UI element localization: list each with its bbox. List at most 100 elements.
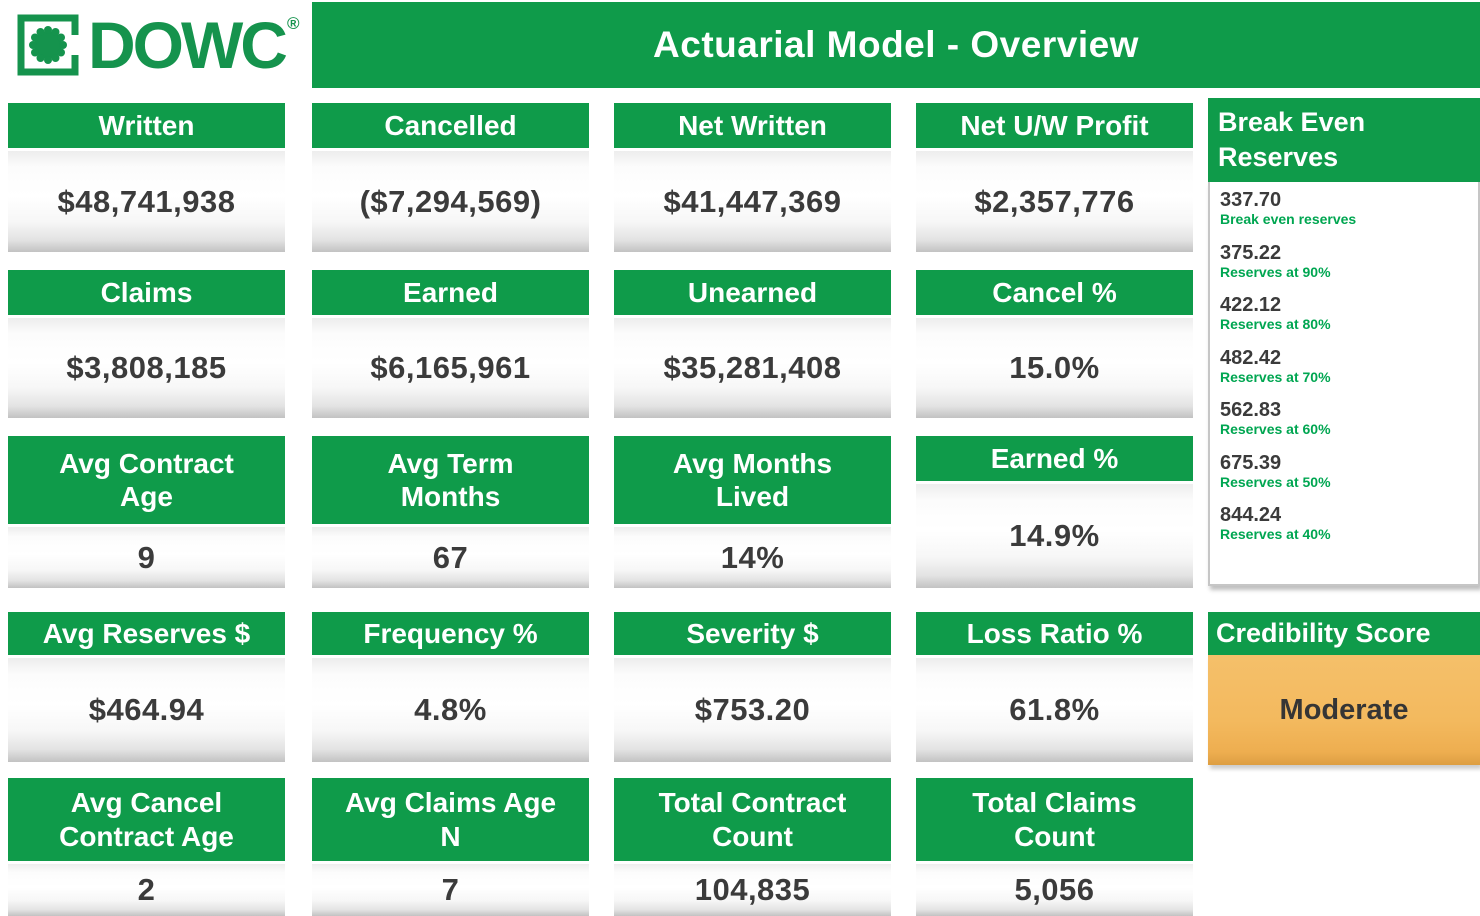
reserve-item: 422.12 Reserves at 80% xyxy=(1220,294,1478,334)
kpi-card-value: 7 xyxy=(441,872,460,907)
kpi-card-net-uw-profit: Net U/W Profit $2,357,776 xyxy=(916,103,1193,252)
kpi-card-total-contract-count: Total Contract Count 104,835 xyxy=(614,778,891,916)
kpi-card-value: 67 xyxy=(432,539,469,575)
kpi-card-label: Avg Claims Age N xyxy=(344,787,557,852)
kpi-card-header: Written xyxy=(8,103,285,148)
kpi-card-label: Total Claims Count xyxy=(972,787,1137,852)
kpi-card-frequency-pct: Frequency % 4.8% xyxy=(312,612,589,762)
kpi-card-avg-term-months: Avg Term Months 67 xyxy=(312,436,589,588)
kpi-card-body: 67 xyxy=(312,524,589,588)
kpi-card-header: Avg Term Months xyxy=(312,436,589,524)
reserve-value: 844.24 xyxy=(1220,504,1282,526)
reserve-label: Reserves at 60% xyxy=(1220,421,1331,437)
kpi-card-avg-claims-age-n: Avg Claims Age N 7 xyxy=(312,778,589,916)
kpi-card-value: ($7,294,569) xyxy=(359,183,542,219)
kpi-card-body: $41,447,369 xyxy=(614,148,891,252)
registered-mark: ® xyxy=(286,14,300,33)
reserve-value: 675.39 xyxy=(1220,451,1282,474)
reserve-label: Reserves at 50% xyxy=(1220,473,1331,490)
kpi-card-label: Net Written xyxy=(678,109,827,141)
kpi-card-header: Cancel % xyxy=(916,270,1193,315)
kpi-card-avg-contract-age: Avg Contract Age 9 xyxy=(8,436,285,588)
kpi-card-label: Earned % xyxy=(990,442,1119,474)
kpi-card-header: Claims xyxy=(8,270,285,315)
kpi-card-body: 15.0% xyxy=(916,315,1193,418)
kpi-card-value: 4.8% xyxy=(414,692,487,727)
reserve-label: Break even reserves xyxy=(1220,211,1357,227)
kpi-card-avg-reserves: Avg Reserves $ $464.94 xyxy=(8,612,285,762)
kpi-card-unearned: Unearned $35,281,408 xyxy=(614,270,891,418)
kpi-card-value: 14.9% xyxy=(1009,518,1100,553)
kpi-card-header: Avg Reserves $ xyxy=(8,612,285,655)
reserve-label: Reserves at 40% xyxy=(1220,526,1331,542)
kpi-card-body: 14% xyxy=(614,524,891,588)
kpi-card-header: Frequency % xyxy=(312,612,589,655)
kpi-card-avg-months-lived: Avg Months Lived 14% xyxy=(614,436,891,588)
reserve-label: Reserves at 70% xyxy=(1220,368,1331,385)
kpi-card-body: $35,281,408 xyxy=(614,315,891,418)
kpi-card-claims: Claims $3,808,185 xyxy=(8,270,285,418)
kpi-card-header: Net Written xyxy=(614,103,891,148)
credibility-score-card: Credibility Score Moderate xyxy=(1208,612,1480,765)
reserve-value: 375.22 xyxy=(1220,241,1282,264)
kpi-card-label: Severity $ xyxy=(686,617,819,649)
kpi-card-header: Loss Ratio % xyxy=(916,612,1193,655)
kpi-card-label: Earned xyxy=(403,276,498,308)
kpi-card-header: Unearned xyxy=(614,270,891,315)
credibility-score-title: Credibility Score xyxy=(1208,612,1480,655)
kpi-card-earned: Earned $6,165,961 xyxy=(312,270,589,418)
reserve-item: 844.24 Reserves at 40% xyxy=(1220,504,1478,544)
kpi-card-value: 15.0% xyxy=(1009,350,1100,385)
kpi-card-body: 5,056 xyxy=(916,861,1193,916)
reserve-value: 337.70 xyxy=(1220,189,1282,211)
kpi-card-label: Claims xyxy=(100,276,193,308)
page-title: Actuarial Model - Overview xyxy=(653,24,1139,65)
kpi-card-cancel-pct: Cancel % 15.0% xyxy=(916,270,1193,418)
page-title-bar: Actuarial Model - Overview xyxy=(312,2,1480,88)
kpi-card-label: Total Contract Count xyxy=(658,787,847,852)
dowc-logo: DOWC ® xyxy=(16,12,300,78)
kpi-card-label: Net U/W Profit xyxy=(960,109,1149,141)
kpi-card-header: Avg Contract Age xyxy=(8,436,285,524)
kpi-card-value: 104,835 xyxy=(694,872,811,907)
kpi-card-header: Cancelled xyxy=(312,103,589,148)
kpi-card-label: Avg Cancel Contract Age xyxy=(59,787,234,852)
kpi-card-label: Loss Ratio % xyxy=(966,617,1143,649)
gear-icon xyxy=(29,26,67,64)
dowc-logo-mark xyxy=(17,14,80,76)
kpi-card-header: Earned % xyxy=(916,436,1193,481)
kpi-card-avg-cancel-contract-age: Avg Cancel Contract Age 2 xyxy=(8,778,285,916)
kpi-card-cancelled: Cancelled ($7,294,569) xyxy=(312,103,589,252)
logo-text: DOWC xyxy=(88,8,288,82)
kpi-card-body: $6,165,961 xyxy=(312,315,589,418)
kpi-card-header: Net U/W Profit xyxy=(916,103,1193,148)
kpi-card-header: Severity $ xyxy=(614,612,891,655)
reserve-value: 562.83 xyxy=(1220,399,1282,421)
kpi-card-header: Earned xyxy=(312,270,589,315)
reserve-value: 422.12 xyxy=(1220,294,1282,316)
kpi-card-value: $2,357,776 xyxy=(974,183,1135,219)
reserve-item: 675.39 Reserves at 50% xyxy=(1220,452,1478,492)
kpi-card-label: Avg Months Lived xyxy=(672,447,833,512)
kpi-card-label: Avg Reserves $ xyxy=(42,617,251,649)
break-even-reserves-title: Break Even Reserves xyxy=(1208,98,1480,182)
kpi-card-value: $753.20 xyxy=(694,692,811,727)
kpi-card-label: Cancel % xyxy=(992,276,1117,308)
kpi-card-body: $753.20 xyxy=(614,655,891,762)
kpi-card-total-claims-count: Total Claims Count 5,056 xyxy=(916,778,1193,916)
kpi-card-value: 2 xyxy=(137,872,156,907)
kpi-card-body: 9 xyxy=(8,524,285,588)
kpi-card-header: Total Contract Count xyxy=(614,778,891,861)
kpi-card-label: Frequency % xyxy=(363,617,538,649)
kpi-card-body: $2,357,776 xyxy=(916,148,1193,252)
kpi-card-value: $6,165,961 xyxy=(370,350,531,385)
kpi-card-header: Avg Cancel Contract Age xyxy=(8,778,285,861)
kpi-card-body: 14.9% xyxy=(916,481,1193,588)
kpi-card-value: 14% xyxy=(720,539,785,575)
kpi-card-value: 61.8% xyxy=(1009,692,1100,727)
frame-notch xyxy=(69,35,80,55)
kpi-card-body: 104,835 xyxy=(614,861,891,916)
kpi-card-header: Total Claims Count xyxy=(916,778,1193,861)
kpi-card-body: 61.8% xyxy=(916,655,1193,762)
